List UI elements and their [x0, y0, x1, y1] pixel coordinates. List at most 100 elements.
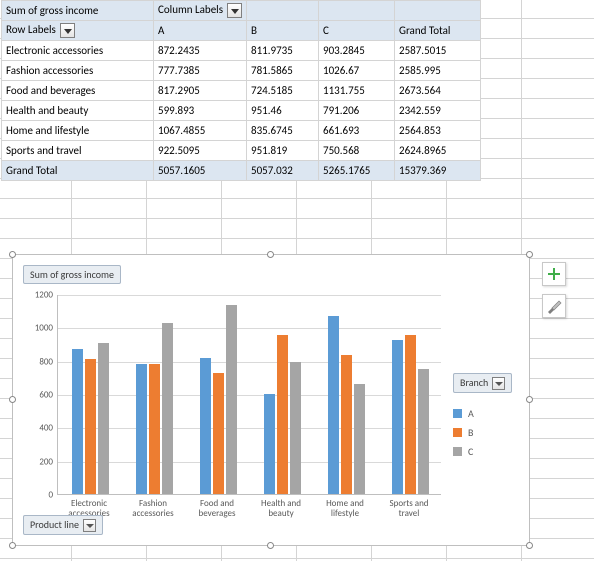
- chart-bar[interactable]: [405, 335, 416, 494]
- legend-label: A: [468, 407, 474, 420]
- chart-add-element-button[interactable]: [542, 262, 566, 286]
- chart-axis-field-label: Product line: [30, 518, 79, 531]
- pivot-row-total: 2673.564: [395, 81, 481, 101]
- pivot-table: Sum of gross income Column Labels Row La…: [1, 0, 481, 181]
- chart-bar[interactable]: [328, 316, 339, 494]
- pivot-cell: 724.5185: [247, 81, 319, 101]
- empty-header-cell: [319, 1, 395, 21]
- chart-values-field-label: Sum of gross income: [30, 268, 114, 281]
- pivot-col-total: 5265.1765: [319, 161, 395, 181]
- selection-handle[interactable]: [9, 251, 16, 258]
- chart-bar[interactable]: [98, 343, 109, 494]
- dropdown-icon[interactable]: [60, 23, 75, 38]
- chart-bar[interactable]: [354, 384, 365, 494]
- chart-bar[interactable]: [213, 373, 224, 494]
- chart-axis-field-button[interactable]: Product line: [23, 515, 103, 535]
- pivot-cell: 750.568: [319, 141, 395, 161]
- chart-y-axis-labels: 020040060080010001200: [23, 295, 53, 495]
- selection-handle[interactable]: [267, 251, 274, 258]
- pivot-row-labels-cell[interactable]: Row Labels: [2, 21, 154, 41]
- legend-item[interactable]: C: [453, 445, 519, 458]
- empty-header-cell: [247, 1, 319, 21]
- pivot-col-total: 5057.032: [247, 161, 319, 181]
- legend-item[interactable]: A: [453, 407, 519, 420]
- pivot-cell: 811.9735: [247, 41, 319, 61]
- pivot-cell: 835.6745: [247, 121, 319, 141]
- pivot-column-labels-text: Column Labels: [158, 3, 223, 16]
- pivot-cell: 599.893: [154, 101, 247, 121]
- legend-swatch: [453, 428, 462, 437]
- chart-bar[interactable]: [418, 369, 429, 494]
- pivot-row-total: 2342.559: [395, 101, 481, 121]
- chart-values-field-button[interactable]: Sum of gross income: [23, 265, 121, 284]
- pivot-col-header: B: [247, 21, 319, 41]
- pivot-cell: 817.2905: [154, 81, 247, 101]
- pivot-cell: 872.2435: [154, 41, 247, 61]
- chart-y-tick-label: 0: [48, 490, 53, 501]
- empty-header-cell: [395, 1, 481, 21]
- pivot-grand-total-row-label: Grand Total: [2, 161, 154, 181]
- pivot-cell: 661.693: [319, 121, 395, 141]
- chart-bar[interactable]: [85, 359, 96, 494]
- pivot-row-label: Sports and travel: [2, 141, 154, 161]
- pivot-cell: 922.5095: [154, 141, 247, 161]
- chart-y-tick-label: 600: [39, 390, 53, 401]
- selection-handle[interactable]: [9, 396, 16, 403]
- dropdown-icon[interactable]: [227, 3, 242, 18]
- chart-legend-field-button[interactable]: Branch: [453, 373, 512, 393]
- selection-handle[interactable]: [267, 542, 274, 549]
- chart-bar[interactable]: [341, 355, 352, 494]
- pivot-chart[interactable]: Sum of gross income 02004006008001000120…: [12, 254, 530, 546]
- pivot-cell: 1026.67: [319, 61, 395, 81]
- pivot-col-total: 5057.1605: [154, 161, 247, 181]
- legend-item[interactable]: B: [453, 426, 519, 439]
- chart-y-tick-label: 400: [39, 423, 53, 434]
- chart-x-tick-label: Food andbeverages: [185, 499, 249, 519]
- chart-bar[interactable]: [200, 358, 211, 494]
- chart-gridline: [58, 295, 441, 296]
- chart-x-tick-label: Fashionaccessories: [121, 499, 185, 519]
- chart-x-tick-label: Home andlifestyle: [313, 499, 377, 519]
- legend-label: C: [468, 445, 473, 458]
- pivot-row-label: Home and lifestyle: [2, 121, 154, 141]
- pivot-row-labels-text: Row Labels: [6, 23, 56, 36]
- selection-handle[interactable]: [526, 251, 533, 258]
- pivot-col-header: A: [154, 21, 247, 41]
- plus-icon: [547, 267, 561, 281]
- chart-legend: Branch ABC: [453, 373, 519, 464]
- chart-bar[interactable]: [277, 335, 288, 494]
- chart-bar[interactable]: [162, 323, 173, 494]
- chart-bar[interactable]: [72, 349, 83, 494]
- pivot-row-total: 2587.5015: [395, 41, 481, 61]
- chart-bar[interactable]: [264, 394, 275, 494]
- pivot-row-total: 2624.8965: [395, 141, 481, 161]
- pivot-cell: 1067.4855: [154, 121, 247, 141]
- pivot-cell: 951.46: [247, 101, 319, 121]
- chart-format-button[interactable]: [542, 294, 566, 318]
- pivot-row-label: Food and beverages: [2, 81, 154, 101]
- chart-bar[interactable]: [136, 364, 147, 494]
- pivot-cell: 781.5865: [247, 61, 319, 81]
- pivot-cell: 791.206: [319, 101, 395, 121]
- selection-handle[interactable]: [9, 542, 16, 549]
- chart-plot-area: [57, 295, 441, 495]
- chart-y-tick-label: 1200: [35, 290, 53, 301]
- chart-y-tick-label: 200: [39, 456, 53, 467]
- chart-bar[interactable]: [149, 364, 160, 494]
- chart-gridline: [58, 395, 441, 396]
- pivot-cell: 951.819: [247, 141, 319, 161]
- chart-bar[interactable]: [290, 362, 301, 494]
- chart-gridline: [58, 428, 441, 429]
- pivot-row-total: 2585.995: [395, 61, 481, 81]
- chart-bar[interactable]: [226, 305, 237, 494]
- pivot-cell: 903.2845: [319, 41, 395, 61]
- pivot-column-labels-cell[interactable]: Column Labels: [154, 1, 247, 21]
- chart-bar[interactable]: [392, 340, 403, 494]
- legend-swatch: [453, 447, 462, 456]
- dropdown-icon[interactable]: [492, 377, 505, 390]
- dropdown-icon[interactable]: [83, 519, 96, 532]
- selection-handle[interactable]: [526, 396, 533, 403]
- selection-handle[interactable]: [526, 542, 533, 549]
- chart-gridline: [58, 362, 441, 363]
- pivot-row-label: Electronic accessories: [2, 41, 154, 61]
